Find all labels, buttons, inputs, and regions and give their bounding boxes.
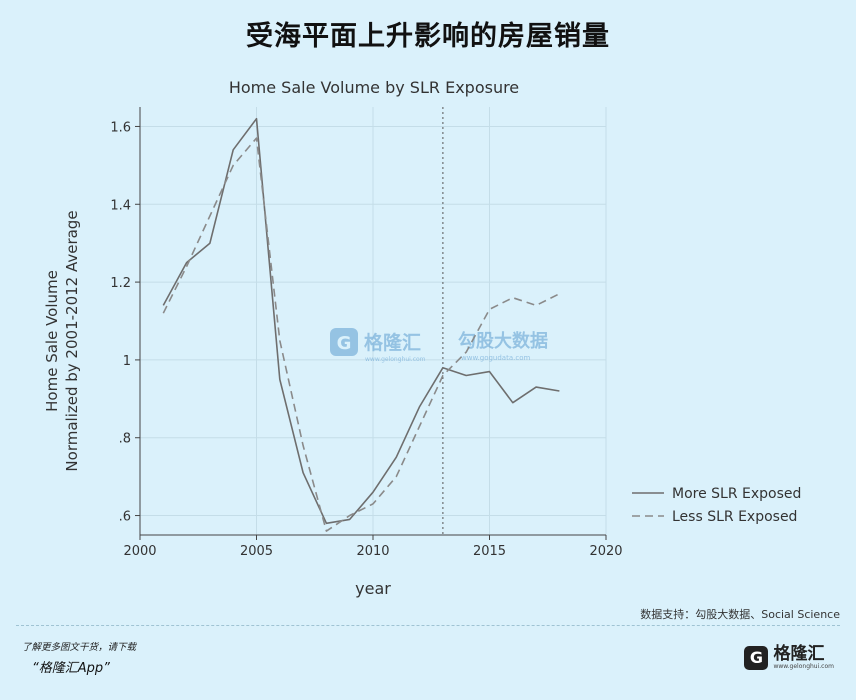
y-axis-label-line2: Normalized by 2001-2012 Average [63, 210, 81, 471]
y-tick-label: .6 [119, 510, 131, 525]
watermark-logo-g: G [337, 333, 352, 354]
watermark-brand-left-url: www.gelonghui.com [365, 356, 426, 363]
x-tick-label: 2020 [589, 544, 622, 559]
x-tick-label: 2005 [240, 544, 273, 559]
x-tick-label: 2010 [356, 544, 389, 559]
x-axis-label: year [355, 579, 391, 598]
legend: More SLR Exposed Less SLR Exposed [632, 486, 801, 525]
y-tick-label: .8 [119, 432, 131, 447]
legend-label-less-slr: Less SLR Exposed [672, 509, 797, 525]
footer-logo-icon: G [744, 645, 769, 670]
chart-title: Home Sale Volume by SLR Exposure [229, 78, 519, 97]
y-tick-label: 1 [123, 354, 131, 369]
series-layer [162, 117, 560, 532]
data-source: 数据支持：勾股大数据、Social Science [640, 608, 840, 621]
grid [139, 107, 607, 535]
footer-app-name: “格隆汇App” [32, 661, 110, 676]
x-ticks: 2000 2005 2010 2015 2020 [123, 535, 623, 559]
page-title: 受海平面上升影响的房屋销量 [246, 21, 610, 52]
y-ticks: .6 .8 1 1.2 1.4 1.6 [110, 120, 140, 525]
line-chart: 2000 2005 2010 2015 2020 .6 .8 1 1.2 1.4 1.6 G 格隆… [43, 78, 801, 598]
footer-divider [16, 625, 840, 626]
watermark-logo-icon [330, 328, 358, 356]
y-axis-label-line1: Home Sale Volume [43, 270, 61, 412]
footer-brand-url: www.gelonghui.com [773, 663, 834, 670]
legend-label-more-slr: More SLR Exposed [672, 486, 801, 502]
y-tick-label: 1.4 [110, 198, 131, 213]
footer-logo: G 格隆汇 www.gelonghui.com [744, 645, 834, 670]
y-tick-label: 1.6 [110, 120, 131, 135]
x-tick-label: 2015 [473, 544, 506, 559]
series-line-less-slr-exposed [162, 137, 560, 532]
watermark-brand-right: 勾股大数据 [458, 330, 548, 352]
x-tick-label: 2000 [123, 544, 156, 559]
watermark-brand-right-url: www.gogudata.com [461, 354, 530, 362]
footer-note: 了解更多图文干货，请下载 [22, 642, 137, 653]
footer-brand-name: 格隆汇 [773, 644, 825, 664]
y-tick-label: 1.2 [110, 276, 131, 291]
watermark-brand-left: 格隆汇 [364, 331, 421, 354]
series-line-more-slr-exposed [162, 117, 560, 525]
watermark: G 格隆汇 www.gelonghui.com 勾股大数据 www.goguda… [330, 328, 548, 363]
